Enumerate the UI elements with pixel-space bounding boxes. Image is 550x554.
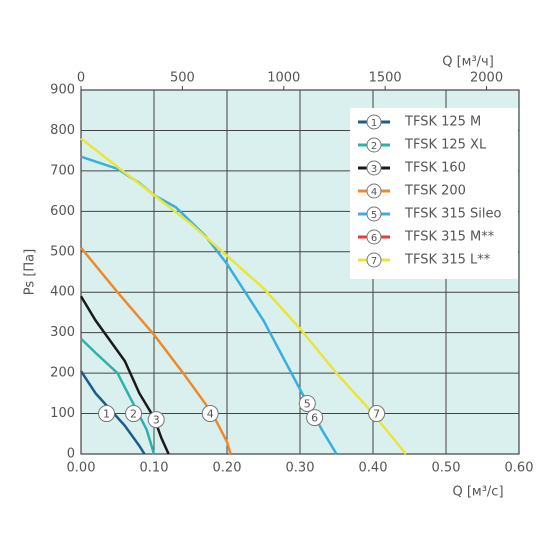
x2-tick-label: 1500: [369, 71, 402, 86]
legend-marker: [366, 229, 382, 245]
legend-label: TFSK 160: [404, 161, 466, 176]
y-tick-label: 700: [50, 163, 75, 178]
curve-marker: [306, 409, 324, 427]
legend-marker: [366, 114, 382, 130]
curve: [80, 337, 156, 455]
x-tick-label: 0.30: [286, 461, 315, 476]
curve-number: 5: [304, 397, 311, 410]
x-tick-label: 0.00: [67, 461, 96, 476]
legend-number: 7: [371, 256, 377, 267]
y-tick-label: 900: [50, 83, 75, 98]
x2-label: Q [м³/ч]: [442, 55, 494, 70]
legend-number: 1: [371, 118, 377, 129]
curve-marker: [147, 411, 165, 429]
curve: [80, 246, 232, 455]
legend-label: TFSK 315 M**: [404, 230, 495, 245]
curve-marker: [298, 394, 316, 412]
legend-label: TFSK 315 L**: [404, 253, 491, 268]
x-tick-label: 0.60: [505, 461, 534, 476]
x-label: Q [м³/с]: [452, 485, 503, 500]
legend-label: TFSK 315 Sileo: [404, 207, 502, 222]
curve-marker: [201, 405, 219, 423]
legend-marker: [366, 137, 382, 153]
x-tick-label: 0.20: [213, 461, 242, 476]
legend-marker: [366, 160, 382, 176]
legend-number: 6: [371, 233, 377, 244]
y-tick-label: 800: [50, 123, 75, 138]
legend-label: TFSK 200: [404, 184, 466, 199]
y-tick-label: 100: [50, 406, 75, 421]
x2-tick-label: 500: [170, 71, 195, 86]
curve-number: 2: [130, 408, 137, 421]
legend-number: 5: [371, 210, 377, 221]
curve: [79, 370, 146, 455]
x-tick-label: 0.50: [432, 461, 461, 476]
y-tick-label: 600: [50, 204, 75, 219]
curve: [80, 137, 407, 455]
curve-number: 7: [373, 408, 380, 421]
x-tick-label: 0.40: [359, 461, 388, 476]
curve: [79, 295, 170, 455]
legend-number: 4: [371, 187, 377, 198]
y-tick-label: 400: [50, 285, 75, 300]
curve-number: 6: [311, 412, 318, 425]
x2-tick-label: 2000: [470, 71, 503, 86]
legend-marker: [366, 183, 382, 199]
y-tick-label: 0: [67, 447, 75, 462]
legend-number: 2: [371, 141, 377, 152]
plot-frame: [80, 89, 520, 455]
y-label: Ps [Па]: [23, 249, 38, 295]
curve-number: 3: [153, 414, 160, 427]
legend-label: TFSK 125 M: [404, 115, 481, 130]
legend-marker: [366, 206, 382, 222]
x2-tick-label: 1000: [267, 71, 300, 86]
y-tick-label: 200: [50, 366, 75, 381]
curve-marker: [125, 405, 143, 423]
curve-marker: [368, 405, 386, 423]
y-tick-label: 300: [50, 325, 75, 340]
legend-label: TFSK 125 XL: [404, 138, 487, 153]
curve-number: 4: [207, 408, 214, 421]
y-tick-label: 500: [50, 244, 75, 259]
x2-tick-label: 0: [77, 71, 85, 86]
legend-marker: [366, 252, 382, 268]
legend-number: 3: [371, 164, 377, 175]
curve-number: 1: [103, 408, 110, 421]
x-tick-label: 0.10: [140, 461, 169, 476]
curve-marker: [98, 405, 116, 423]
